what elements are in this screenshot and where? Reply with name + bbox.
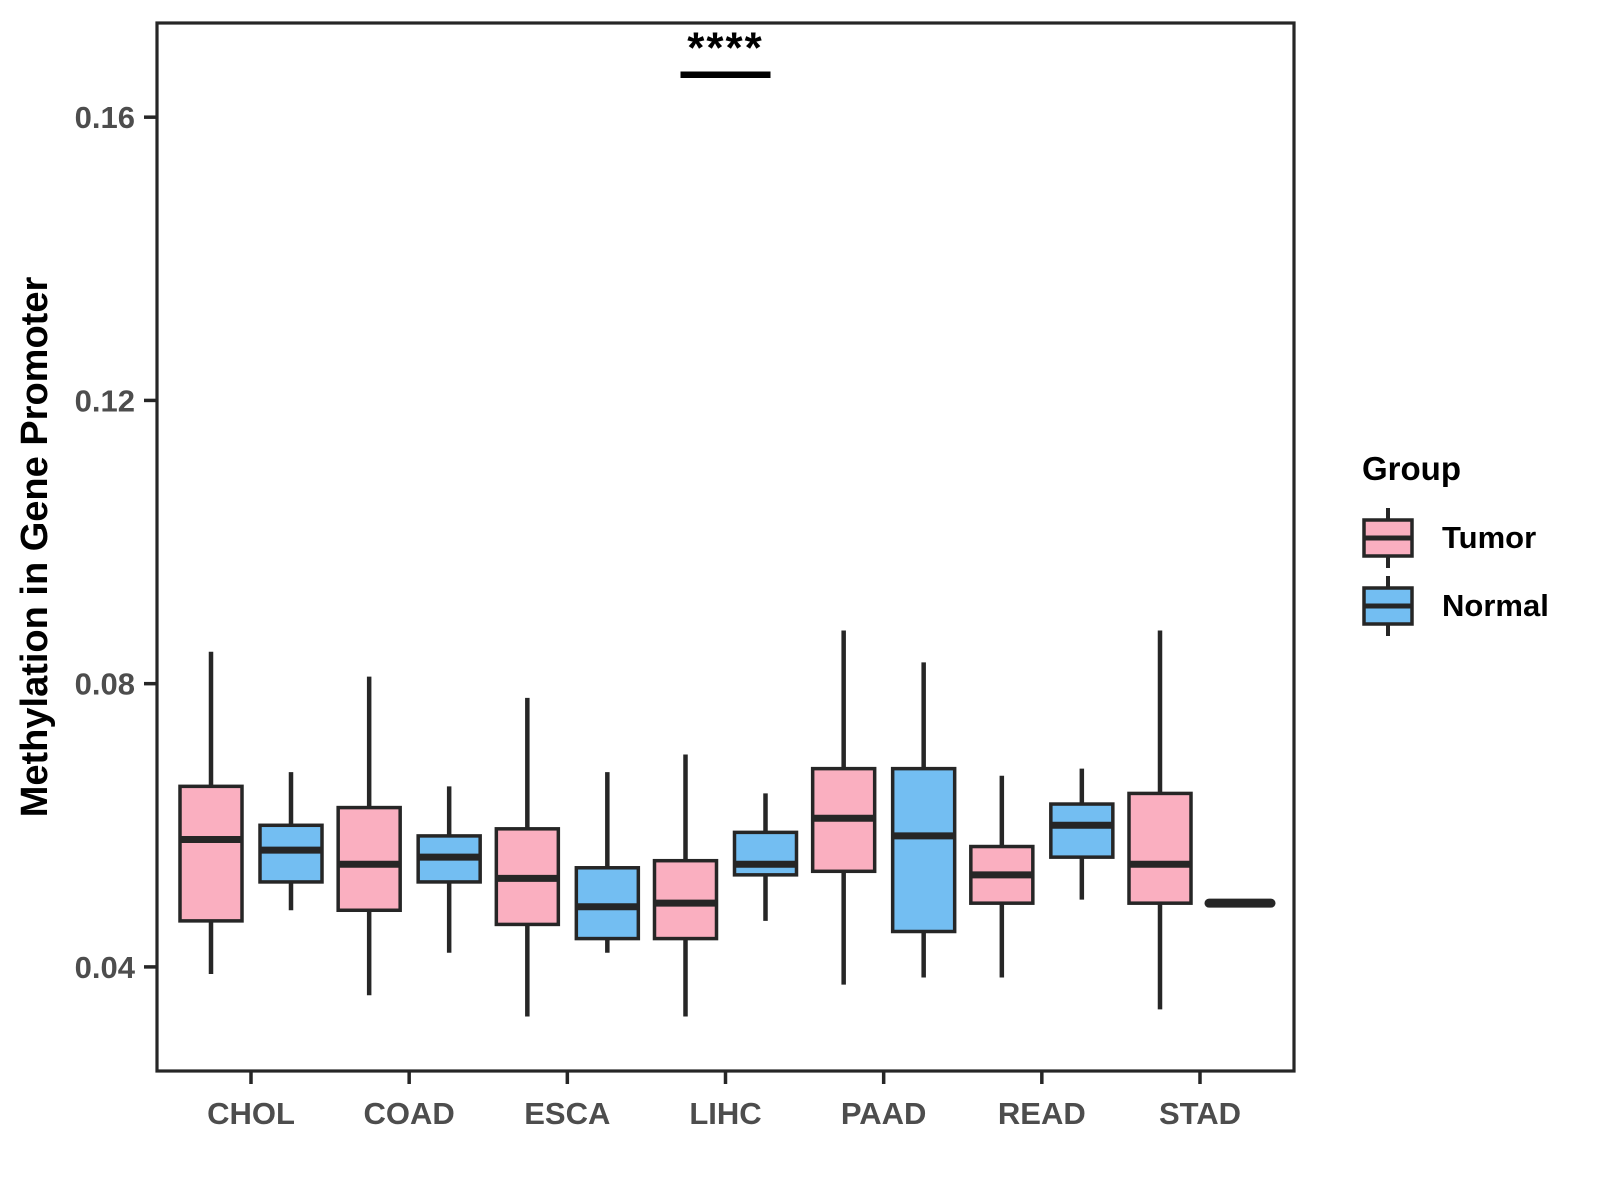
x-tick-label: ESCA [524,1096,610,1131]
legend-title: Group [1362,450,1461,487]
x-tick-label: LIHC [689,1096,761,1131]
x-tick-label: STAD [1159,1096,1241,1131]
panel-border [155,21,1296,1073]
y-tick-label: 0.16 [75,100,135,135]
x-tick-label: CHOL [207,1096,295,1131]
box-PAAD-Normal [890,766,957,934]
x-tick-label: COAD [364,1096,455,1131]
significance-stars: **** [687,24,764,73]
box-READ-Normal [1049,802,1115,859]
legend-key-boxplot-icon [1362,576,1414,636]
plot-area: 0.04 0.08 0.12 0.16 CHOL COAD ESCA LIHC PAAD READ… [75,21,1296,1131]
y-tick-label: 0.08 [75,667,135,702]
y-axis-title: Methylation in Gene Promoter [14,277,56,818]
legend-label: Tumor [1442,520,1537,555]
legend-key-boxplot-icon [1362,508,1414,568]
x-tick-label: PAAD [841,1096,927,1131]
legend: Group Tumor Normal [1338,450,1549,640]
legend-item-tumor: Tumor [1338,504,1549,572]
box-CHOL-Normal [258,823,324,884]
box-LIHC-Tumor [652,858,719,941]
legend-items: Tumor Normal [1338,504,1549,640]
box-CHOL-Tumor [178,784,244,923]
legend-item-normal: Normal [1338,572,1549,640]
x-tick-label: READ [998,1096,1086,1131]
box-LIHC-Normal [732,830,799,877]
y-tick-label: 0.04 [75,950,136,985]
box-COAD-Tumor [336,805,402,913]
y-tick-label: 0.12 [75,383,135,418]
box-STAD-Tumor [1127,791,1193,905]
legend-label: Normal [1442,588,1549,623]
box-ESCA-Normal [574,866,641,941]
